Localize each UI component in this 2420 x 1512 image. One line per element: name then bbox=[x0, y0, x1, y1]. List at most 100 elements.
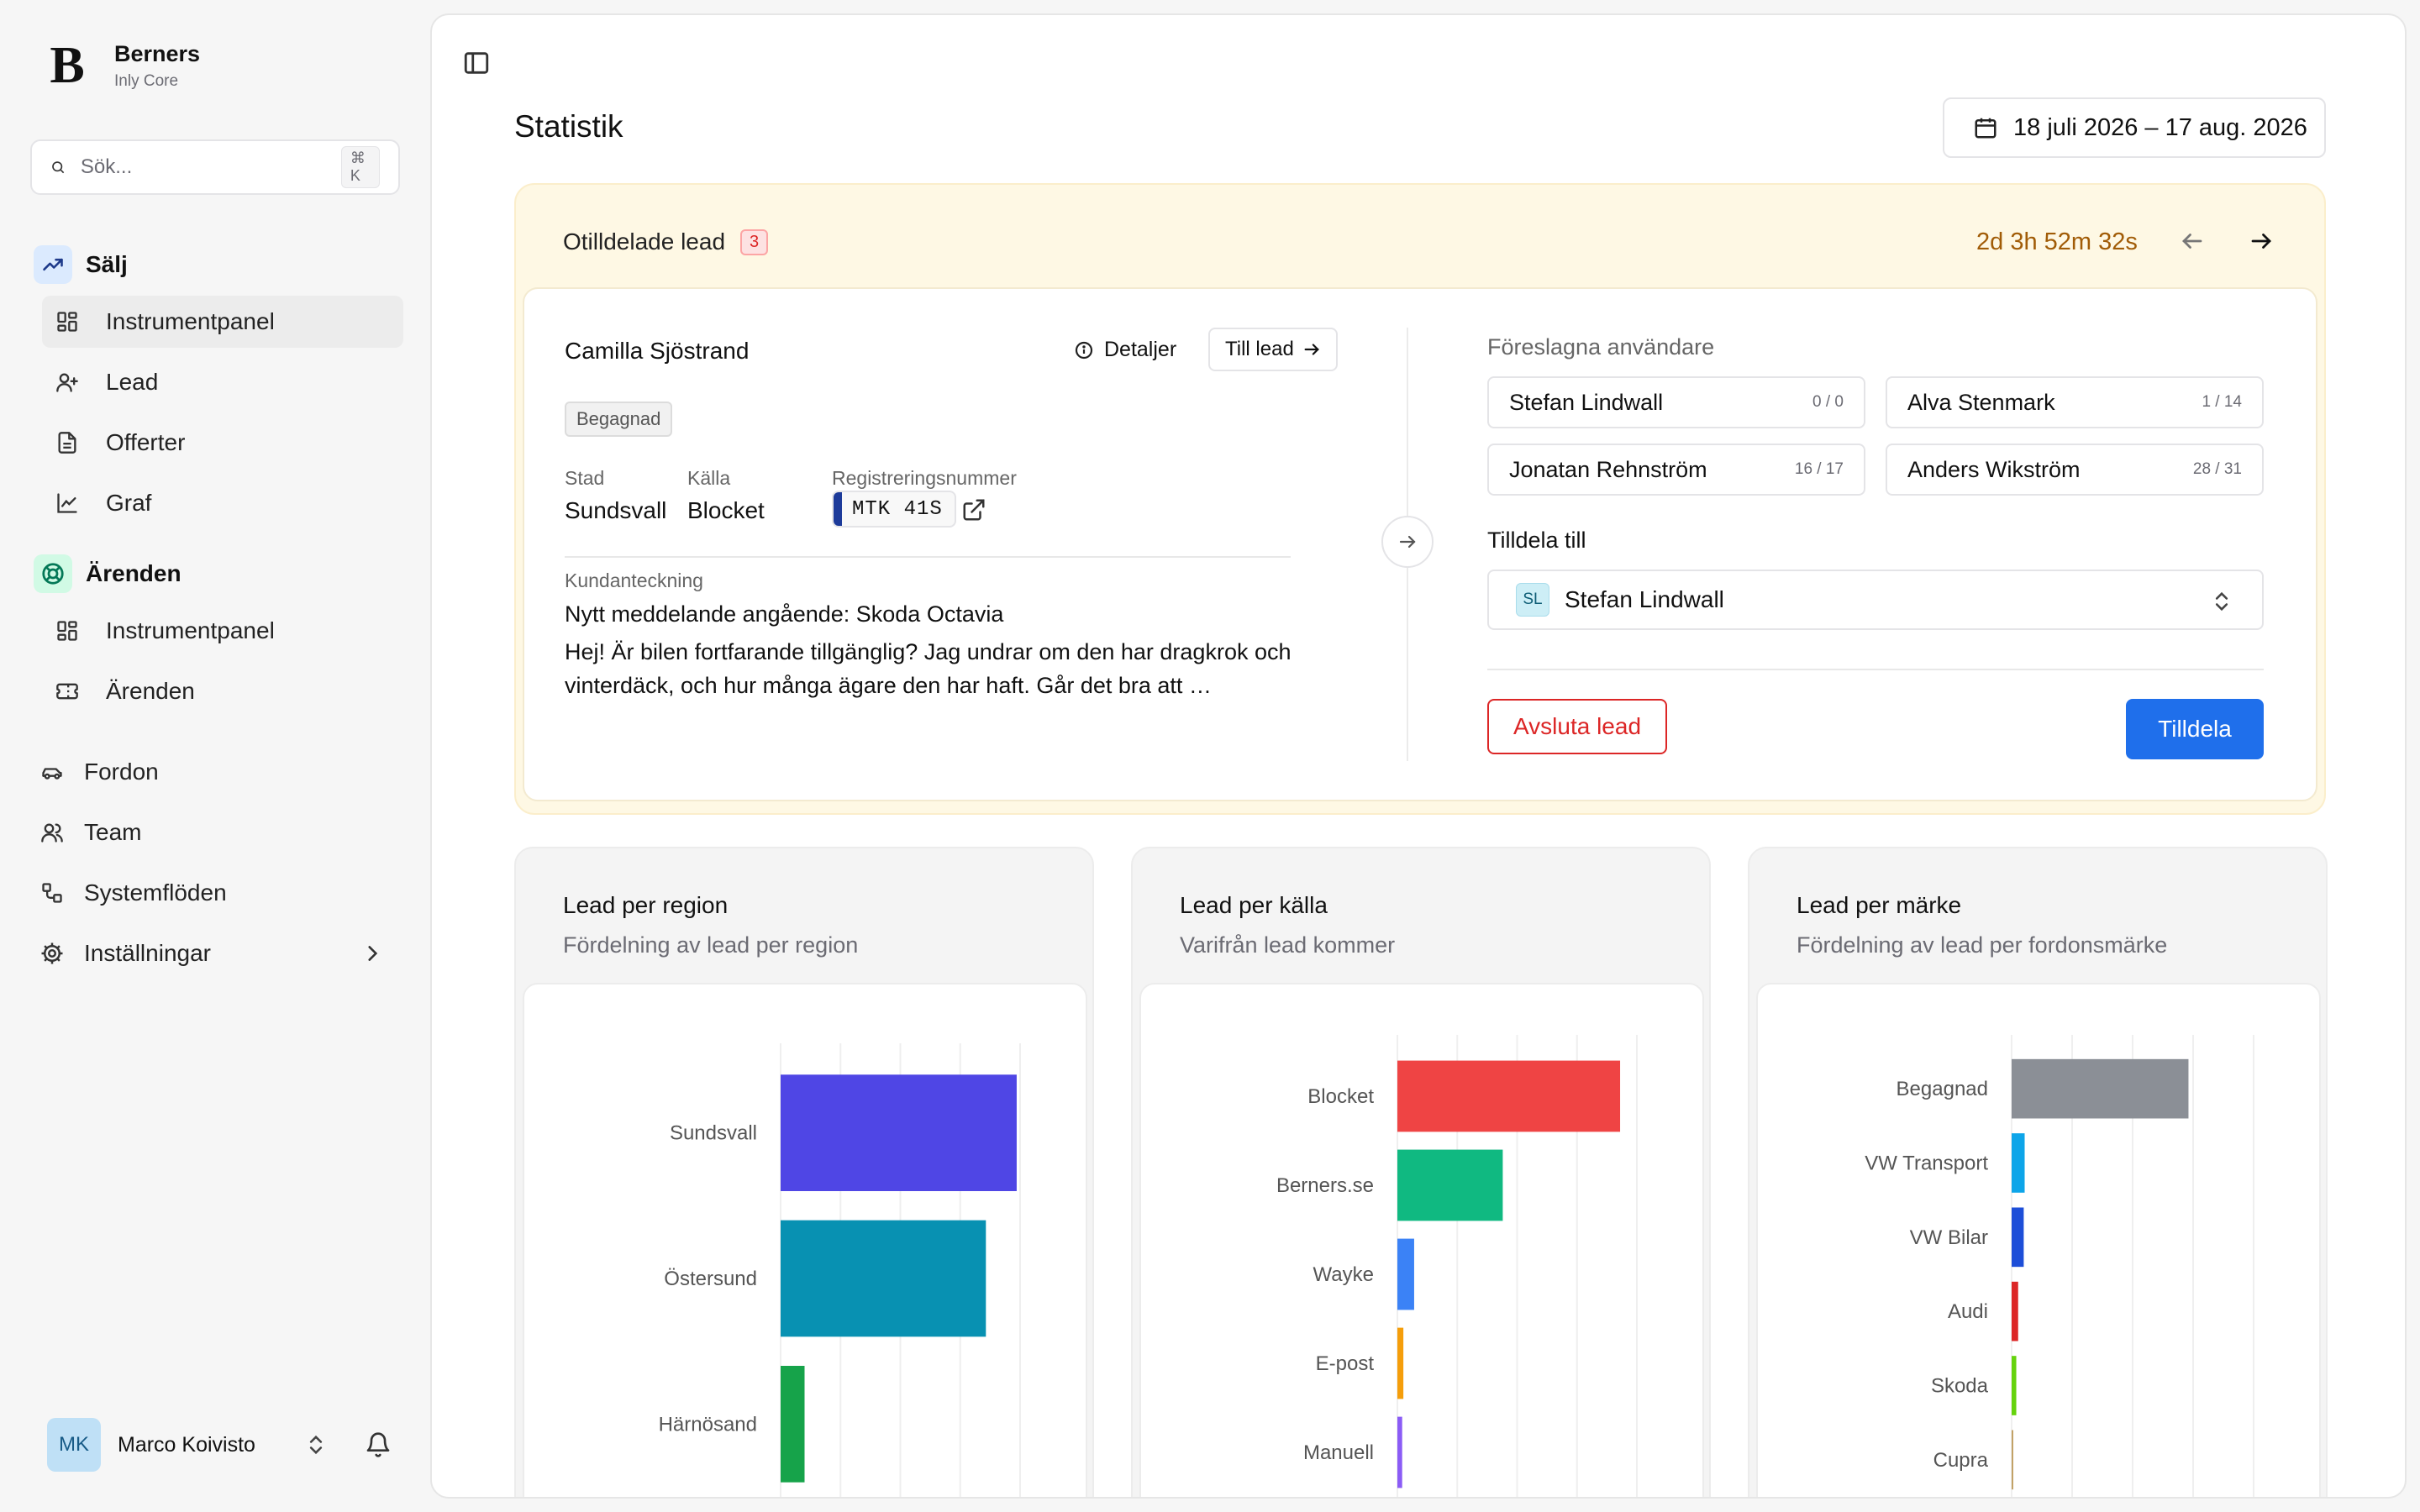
bar[interactable] bbox=[1397, 1060, 1621, 1132]
source-label: Källa bbox=[687, 467, 731, 489]
bar[interactable] bbox=[2012, 1207, 2024, 1268]
details-label: Detaljer bbox=[1104, 338, 1177, 361]
bar[interactable] bbox=[781, 1366, 805, 1483]
bar[interactable] bbox=[781, 1074, 1017, 1191]
sidebar-item-arenden-instrumentpanel[interactable]: Instrumentpanel bbox=[42, 605, 403, 657]
lead-tag: Begagnad bbox=[565, 402, 673, 437]
license-plate-text: MTK 41S bbox=[852, 497, 943, 521]
customer-note-body: Hej! Är bilen fortfarande tillgänglig? J… bbox=[565, 639, 1292, 698]
suggested-user[interactable]: Alva Stenmark 1 / 14 bbox=[1886, 376, 2264, 428]
category-label: Skoda bbox=[1931, 1375, 1989, 1398]
brand-name: Berners bbox=[114, 40, 201, 66]
unassigned-leads-card: Otilldelade lead 3 2d 3h 52m 32s Camilla… bbox=[514, 183, 2326, 815]
category-label: Begagnad bbox=[1897, 1078, 1988, 1100]
category-label: VW Bilar bbox=[1910, 1226, 1988, 1249]
sidebar-toggle-icon[interactable] bbox=[462, 49, 491, 77]
chart-subtitle: Fördelning av lead per region bbox=[563, 932, 859, 958]
chart-title: Lead per märke bbox=[1797, 892, 1962, 918]
nav-group-salj[interactable]: Sälj bbox=[34, 245, 128, 284]
bar[interactable] bbox=[2012, 1058, 2189, 1119]
sidebar-item-label: Systemflöden bbox=[84, 879, 227, 906]
external-link-icon[interactable] bbox=[961, 497, 986, 522]
assignee-avatar: SL bbox=[1516, 583, 1549, 617]
bar[interactable] bbox=[1397, 1238, 1414, 1310]
chart-card-region: Lead per region Fördelning av lead per r… bbox=[514, 847, 1094, 1497]
search-input[interactable] bbox=[80, 155, 341, 179]
source-value: Blocket bbox=[687, 497, 765, 523]
bar[interactable] bbox=[781, 1220, 986, 1337]
chart-subtitle: Fördelning av lead per fordonsmärke bbox=[1797, 932, 2168, 958]
suggested-user[interactable]: Stefan Lindwall 0 / 0 bbox=[1487, 376, 1865, 428]
bar[interactable] bbox=[1397, 1327, 1404, 1399]
date-range-label: 18 juli 2026 – 17 aug. 2026 bbox=[2013, 113, 2307, 141]
dashboard-icon bbox=[54, 617, 81, 644]
sidebar-item-label: Offerter bbox=[106, 429, 186, 455]
chart-subtitle: Varifrån lead kommer bbox=[1180, 932, 1396, 958]
to-lead-button[interactable]: Till lead bbox=[1208, 328, 1338, 371]
arrow-left-icon[interactable] bbox=[2180, 228, 2205, 254]
sidebar-item-lead[interactable]: Lead bbox=[42, 356, 403, 408]
sidebar-item-fordon[interactable]: Fordon bbox=[34, 746, 395, 798]
category-label: VW Transport bbox=[1865, 1152, 1988, 1175]
search-icon bbox=[52, 161, 65, 174]
date-range-picker[interactable]: 18 juli 2026 – 17 aug. 2026 bbox=[1943, 97, 2326, 158]
lead-timer: 2d 3h 52m 32s bbox=[1976, 228, 2138, 255]
user-name: Marco Koivisto bbox=[118, 1432, 255, 1457]
sidebar-item-label: Fordon bbox=[84, 759, 159, 785]
search-box[interactable]: ⌘ K bbox=[30, 139, 400, 195]
suggested-user-count: 0 / 0 bbox=[1812, 393, 1844, 411]
customer-note-title: Nytt meddelande angående: Skoda Octavia bbox=[565, 601, 1004, 627]
arrow-right-icon[interactable] bbox=[2249, 228, 2274, 254]
customer-note-label: Kundanteckning bbox=[565, 570, 703, 591]
users-icon bbox=[39, 819, 66, 846]
chevron-up-down-icon[interactable] bbox=[304, 1433, 328, 1457]
sidebar-item-label: Lead bbox=[106, 369, 159, 395]
bar[interactable] bbox=[2012, 1133, 2025, 1193]
bar[interactable] bbox=[1397, 1416, 1402, 1488]
calendar-icon bbox=[1975, 118, 1996, 139]
suggested-user-name: Anders Wikström bbox=[1907, 456, 2081, 482]
suggested-users-label: Föreslagna användare bbox=[1487, 334, 1715, 360]
assign-to-select[interactable]: SL Stefan Lindwall bbox=[1487, 570, 2264, 630]
city-value: Sundsvall bbox=[565, 497, 667, 523]
details-button[interactable]: Detaljer bbox=[1074, 338, 1176, 362]
reg-label: Registreringsnummer bbox=[832, 467, 1017, 489]
suggested-user[interactable]: Jonatan Rehnström 16 / 17 bbox=[1487, 444, 1865, 496]
bar[interactable] bbox=[1397, 1149, 1503, 1221]
assign-arrow bbox=[1381, 516, 1434, 568]
sidebar-item-label: Instrumentpanel bbox=[106, 617, 275, 643]
bar[interactable] bbox=[2012, 1356, 2017, 1415]
bar-chart-region: 03570105140SundsvallÖstersundHärnösand bbox=[659, 1043, 1021, 1497]
sidebar-item-graf[interactable]: Graf bbox=[42, 477, 403, 529]
assignee-name: Stefan Lindwall bbox=[1565, 586, 1724, 612]
category-label: Härnösand bbox=[659, 1413, 757, 1436]
sidebar-item-arenden[interactable]: Ärenden bbox=[42, 665, 403, 717]
sidebar-item-instrumentpanel[interactable]: Instrumentpanel bbox=[42, 296, 403, 348]
license-plate: MTK 41S bbox=[832, 491, 956, 528]
brand[interactable]: B Berners Inly Core bbox=[42, 39, 201, 92]
bar[interactable] bbox=[2012, 1281, 2018, 1341]
nav-group-arenden[interactable]: Ärenden bbox=[34, 554, 182, 593]
unassigned-leads-header: Otilldelade lead 3 bbox=[563, 228, 769, 255]
search-shortcut: ⌘ K bbox=[340, 146, 380, 188]
user-plus-icon bbox=[54, 369, 81, 396]
sidebar-item-installningar[interactable]: Inställningar bbox=[34, 927, 395, 979]
chevron-up-down-icon bbox=[2215, 591, 2228, 612]
user-menu[interactable]: MK Marco Koivisto bbox=[47, 1418, 400, 1472]
suggested-user-count: 28 / 31 bbox=[2192, 460, 2242, 478]
divider bbox=[1487, 669, 2264, 670]
assign-button[interactable]: Tilldela bbox=[2126, 699, 2264, 759]
category-label: Audi bbox=[1948, 1300, 1988, 1323]
bar[interactable] bbox=[2012, 1430, 2013, 1490]
suggested-user[interactable]: Anders Wikström 28 / 31 bbox=[1886, 444, 2264, 496]
sidebar-item-systemfloden[interactable]: Systemflöden bbox=[34, 867, 395, 919]
sidebar-item-offerter[interactable]: Offerter bbox=[42, 417, 403, 469]
bell-icon[interactable] bbox=[365, 1431, 392, 1458]
arrow-right-icon bbox=[1399, 535, 1416, 549]
chart-area: 050100150200BlocketBerners.seWaykeE-post… bbox=[1139, 983, 1704, 1497]
sidebar-item-team[interactable]: Team bbox=[34, 806, 395, 858]
chart-card-brand: Lead per märke Fördelning av lead per fo… bbox=[1748, 847, 2328, 1497]
sidebar-item-label: Inställningar bbox=[84, 940, 211, 966]
end-lead-button[interactable]: Avsluta lead bbox=[1487, 699, 1667, 754]
